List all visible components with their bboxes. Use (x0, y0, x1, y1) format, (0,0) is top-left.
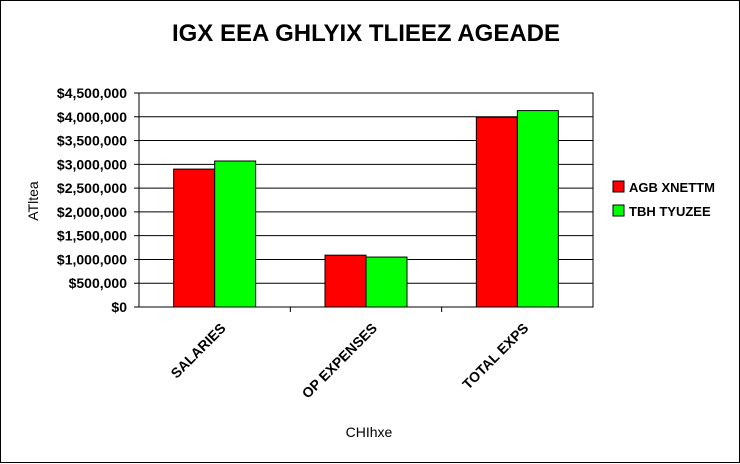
plot-area: $0 $500,000 $1,000,000 $1,500,000 $2,000,000… (57, 85, 594, 402)
y-tick-label: $4,000,000 (57, 109, 127, 125)
x-tick-label: OP EXPENSES (299, 320, 381, 402)
bar (516, 110, 559, 308)
chart-title: IGX EEA GHLYIX TLIEEZ AGEADE (172, 20, 560, 47)
legend-label: AGB XNETTM (629, 180, 715, 195)
y-tick-label: $2,000,000 (57, 204, 127, 220)
y-tick-label: $3,500,000 (57, 133, 127, 149)
y-tick-label: $0 (111, 299, 127, 315)
y-tick-label: $2,500,000 (57, 180, 127, 196)
y-tick-label: $1,000,000 (57, 251, 127, 267)
y-axis-label: ATltea (25, 181, 41, 221)
bar (365, 256, 408, 308)
x-axis-label: CHIhxe (346, 424, 393, 440)
y-tick-label: $4,500,000 (57, 85, 127, 101)
y-tick-label: $1,500,000 (57, 228, 127, 244)
x-tick-label: SALARIES (167, 320, 228, 381)
y-tick-label: $500,000 (69, 275, 128, 291)
bar (214, 160, 257, 308)
bar (475, 116, 518, 308)
legend-swatch (612, 180, 625, 193)
legend-label: TBH TYUZEE (629, 204, 711, 219)
bar (324, 254, 367, 308)
legend-swatch (612, 204, 625, 217)
y-tick-label: $3,000,000 (57, 156, 127, 172)
x-tick-label: TOTAL EXPS (459, 320, 531, 392)
bar (173, 168, 216, 308)
legend: AGB XNETTM TBH TYUZEE (612, 180, 715, 219)
